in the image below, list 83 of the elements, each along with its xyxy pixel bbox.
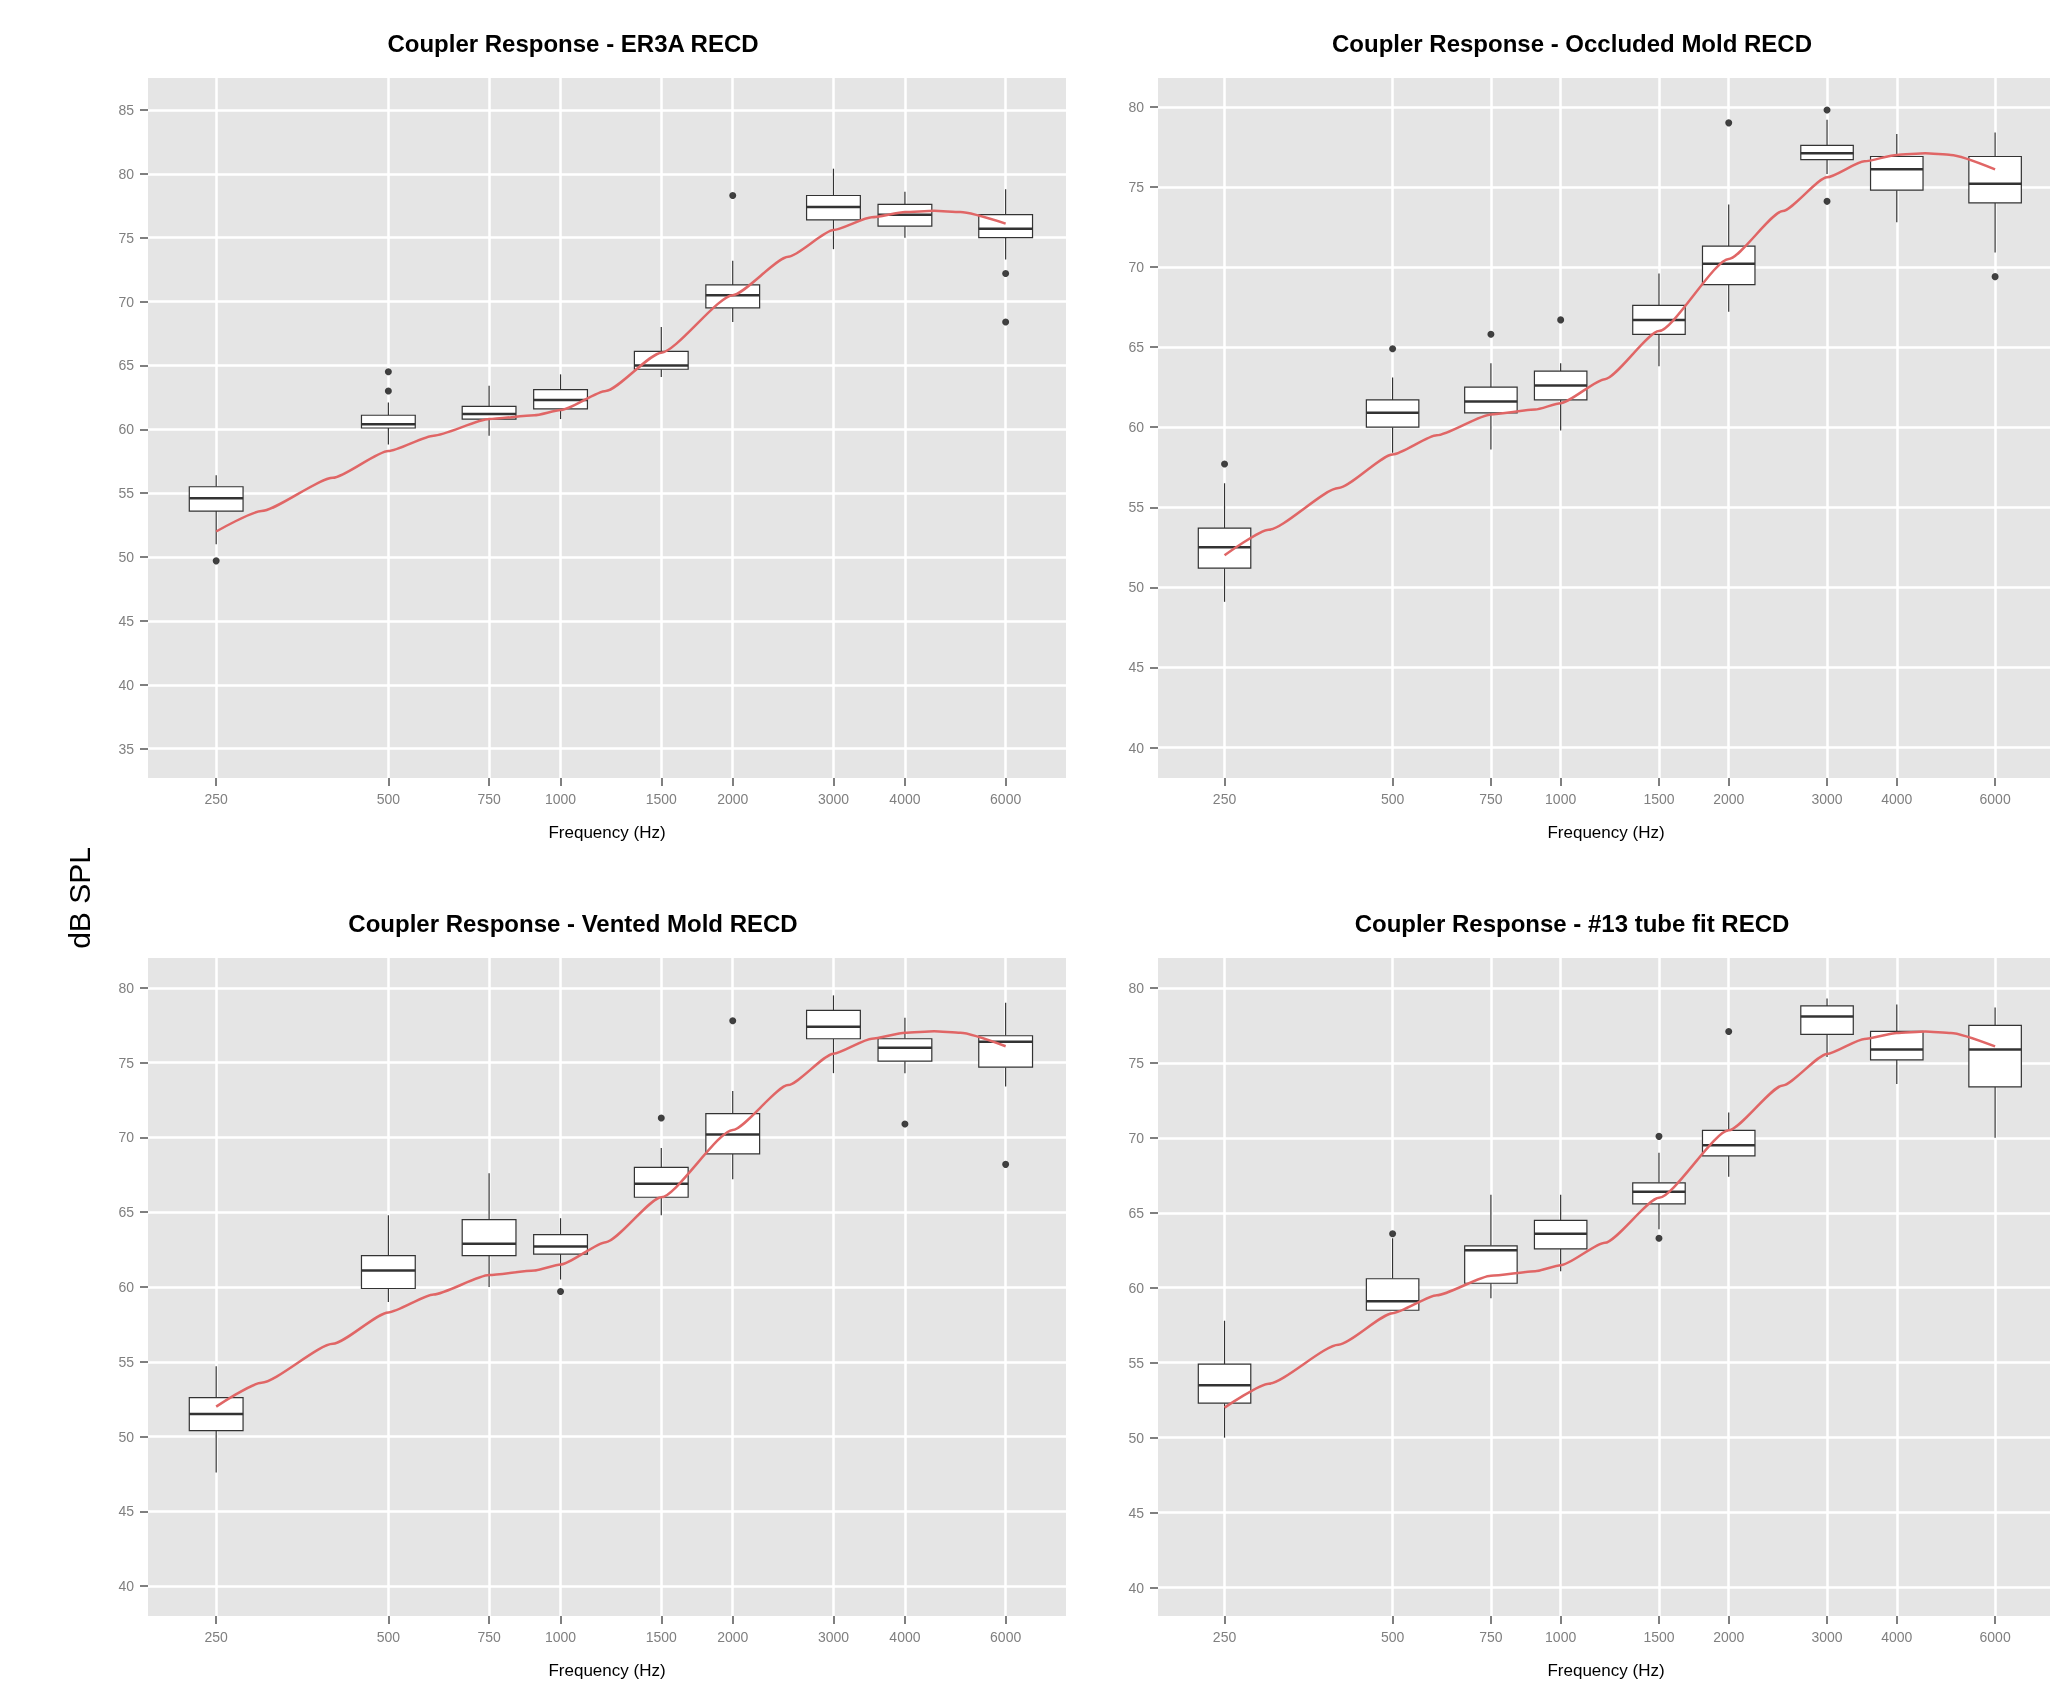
- y-tick-label: 65: [1128, 1204, 1145, 1221]
- y-tick-label: 55: [118, 485, 135, 502]
- y-tick-label: 35: [118, 740, 135, 757]
- x-tick-label: 500: [376, 1629, 401, 1645]
- y-tick-label: 80: [1128, 979, 1145, 996]
- y-tick-label: 40: [118, 1578, 135, 1595]
- chart-title: Coupler Response - Vented Mold RECD: [348, 909, 798, 937]
- x-tick-label: 6000: [990, 791, 1022, 807]
- x-tick-label: 4000: [1881, 791, 1913, 807]
- x-tick-label: 4000: [1881, 1629, 1913, 1645]
- x-tick-label: 3000: [817, 791, 850, 807]
- y-tick-label: 40: [1128, 739, 1145, 756]
- x-tick-label: 750: [477, 1629, 501, 1645]
- y-axis-title: dB SPL: [62, 847, 97, 949]
- y-tick-label: 70: [118, 1129, 135, 1146]
- x-tick-label: 750: [1479, 1629, 1503, 1645]
- x-tick-label: 500: [1380, 791, 1405, 807]
- x-tick-label: 6000: [990, 1629, 1022, 1645]
- x-tick-label: 2000: [1713, 1629, 1745, 1645]
- y-tick-label: 45: [1128, 659, 1145, 676]
- y-tick-label: 45: [118, 612, 135, 629]
- y-tick-label: 50: [1128, 579, 1145, 596]
- y-tick-label: 70: [1128, 259, 1145, 276]
- y-tick-label: 55: [1128, 1354, 1145, 1371]
- x-tick-label: 2000: [1713, 791, 1745, 807]
- y-tick-label: 45: [118, 1503, 135, 1520]
- y-tick-label: 80: [118, 979, 135, 996]
- chart-title: Coupler Response - Occluded Mold RECD: [1331, 29, 1813, 57]
- y-tick-label: 55: [118, 1353, 135, 1370]
- x-tick-label: 750: [1479, 791, 1503, 807]
- x-tick-label: 3000: [1811, 1629, 1843, 1645]
- x-tick-label: 1000: [1545, 791, 1577, 807]
- x-tick-label: 3000: [817, 1629, 850, 1645]
- x-tick-label: 4000: [889, 1629, 921, 1645]
- y-tick-label: 65: [118, 357, 135, 374]
- y-tick-label: 80: [1128, 98, 1145, 115]
- x-tick-label: 250: [1212, 1629, 1237, 1645]
- x-axis-title: Frequency (Hz): [1547, 1661, 1665, 1680]
- y-tick-label: 75: [118, 1054, 135, 1071]
- y-tick-label: 40: [118, 676, 135, 693]
- y-tick-label: 75: [1128, 1054, 1145, 1071]
- chart-title: Coupler Response - ER3A RECD: [387, 29, 759, 57]
- y-tick-label: 60: [1128, 1279, 1145, 1296]
- y-tick-label: 85: [118, 101, 135, 118]
- x-tick-label: 1500: [1643, 791, 1675, 807]
- y-tick-label: 60: [118, 421, 135, 438]
- x-tick-label: 250: [204, 791, 229, 807]
- x-tick-label: 500: [1380, 1629, 1405, 1645]
- x-tick-label: 1000: [544, 1629, 577, 1645]
- x-tick-label: 2000: [717, 791, 749, 807]
- y-tick-label: 65: [118, 1204, 135, 1221]
- x-axis-title: Frequency (Hz): [548, 1661, 666, 1680]
- x-tick-label: 250: [204, 1629, 229, 1645]
- x-tick-label: 6000: [1979, 791, 2011, 807]
- y-tick-label: 50: [1128, 1429, 1145, 1446]
- x-tick-label: 1500: [1643, 1629, 1675, 1645]
- y-tick-label: 40: [1128, 1579, 1145, 1596]
- x-tick-label: 250: [1212, 791, 1237, 807]
- y-tick-label: 70: [1128, 1129, 1145, 1146]
- x-axis-title: Frequency (Hz): [1547, 823, 1665, 842]
- x-axis-title: Frequency (Hz): [548, 823, 666, 842]
- y-tick-label: 60: [118, 1279, 135, 1295]
- y-tick-label: 50: [118, 1428, 135, 1445]
- y-tick-label: 75: [1128, 178, 1145, 195]
- x-tick-label: 1500: [645, 791, 678, 807]
- y-tick-label: 80: [118, 165, 135, 182]
- y-tick-label: 60: [1128, 419, 1145, 436]
- x-tick-label: 6000: [1979, 1629, 2011, 1645]
- x-tick-label: 1000: [1545, 1629, 1577, 1645]
- x-tick-label: 4000: [889, 791, 921, 807]
- x-tick-label: 750: [477, 791, 501, 807]
- y-tick-label: 50: [118, 549, 135, 566]
- y-tick-label: 70: [118, 293, 135, 310]
- chart-title: Coupler Response - #13 tube fit RECD: [1354, 909, 1790, 937]
- y-tick-label: 75: [118, 229, 135, 246]
- x-tick-label: 500: [376, 791, 401, 807]
- y-tick-label: 65: [1128, 339, 1145, 356]
- y-tick-label: 45: [1128, 1504, 1145, 1521]
- y-tick-label: 55: [1128, 499, 1145, 516]
- x-tick-label: 2000: [717, 1629, 749, 1645]
- x-tick-label: 1000: [544, 791, 577, 807]
- x-tick-label: 3000: [1811, 791, 1843, 807]
- x-tick-label: 1500: [645, 1629, 678, 1645]
